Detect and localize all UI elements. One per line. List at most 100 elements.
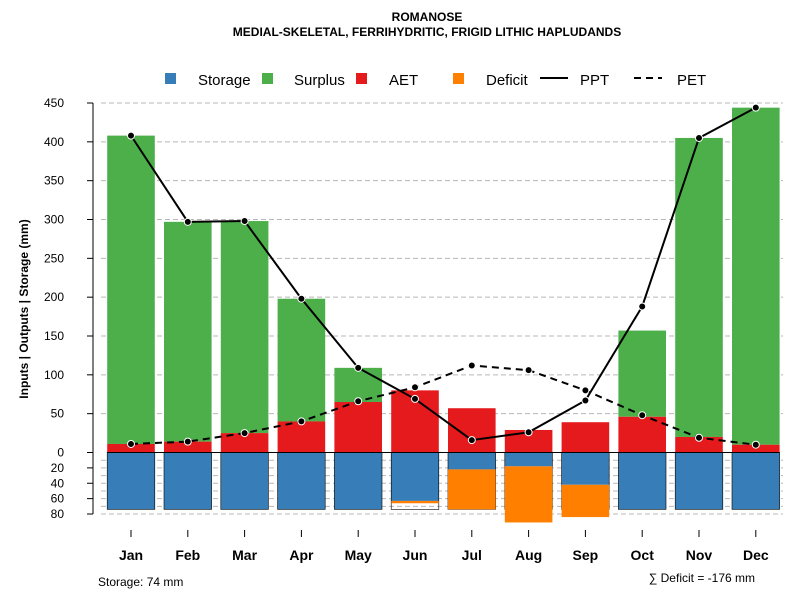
aet-bar [334, 402, 382, 453]
y-tick-label: 350 [44, 174, 64, 188]
storage-bar [334, 452, 382, 510]
legend-pet-label: PET [677, 72, 706, 89]
y-tick-label: 100 [44, 368, 64, 382]
x-tick-label: Oct [631, 547, 655, 563]
y-tick-label: 50 [51, 407, 65, 421]
pet-point [695, 433, 703, 442]
storage-footnote: Storage: 74 mm [98, 575, 183, 589]
ppt-point [638, 302, 647, 311]
ppt-point [411, 394, 419, 403]
legend-ppt-label: PPT [580, 72, 609, 89]
y-tick-label: 450 [44, 96, 64, 110]
deficit-bar [391, 500, 439, 504]
ppt-point [581, 396, 590, 405]
aet-bar [164, 441, 212, 453]
x-tick-label: Nov [686, 547, 713, 563]
surplus-bar [164, 221, 212, 442]
x-tick-label: May [345, 547, 372, 563]
aet-bar [220, 433, 269, 453]
pet-point [297, 417, 306, 426]
ppt-point [751, 103, 760, 112]
deficit-footnote: ∑ Deficit = -176 mm [649, 571, 755, 585]
y-axis-label: Inputs | Outputs | Storage (mm) [17, 219, 31, 398]
pet-point [411, 383, 419, 392]
pet-point [183, 437, 192, 446]
y-tick-label: 150 [44, 329, 64, 343]
bars [106, 107, 780, 523]
legend-aet-swatch [356, 73, 367, 84]
deficit-bar [561, 484, 610, 518]
pet-point [354, 397, 363, 406]
legend-aet-label: AET [389, 72, 418, 89]
legend-deficit-label: Deficit [486, 72, 529, 89]
deficit-bar [448, 469, 496, 510]
y-tick-label: 250 [44, 251, 64, 265]
surplus-bar [220, 221, 269, 434]
storage-bar [391, 452, 439, 501]
storage-bar [220, 452, 269, 510]
storage-tick-label: 60 [51, 492, 65, 506]
y-tick-label: 200 [44, 290, 64, 304]
storage-bar [618, 452, 666, 510]
pet-line [130, 364, 756, 446]
surplus-bar [675, 137, 723, 437]
ppt-point [524, 428, 533, 437]
aet-bar [504, 429, 553, 453]
aet-bar [561, 422, 610, 453]
ppt-point [354, 363, 363, 372]
surplus-bar [277, 298, 326, 422]
surplus-bar [334, 367, 382, 403]
storage-tick-label: 40 [51, 476, 65, 490]
ppt-point [127, 131, 135, 140]
legend-storage-swatch [165, 73, 176, 84]
legend-surplus-swatch [262, 73, 273, 84]
deficit-bar [504, 466, 553, 523]
lines [127, 103, 760, 449]
pet-point [467, 361, 476, 370]
storage-bar [277, 452, 326, 510]
storage-bar [561, 452, 610, 485]
y-tick-label: 300 [44, 213, 64, 227]
legend-surplus-label: Surplus [294, 72, 345, 89]
x-tick-label: Sep [573, 547, 599, 563]
storage-tick-label: 20 [51, 461, 65, 475]
aet-bar [277, 421, 326, 453]
pet-point [524, 366, 533, 375]
storage-bar [504, 452, 553, 467]
surplus-bar [107, 135, 155, 444]
y-tick-label: 0 [57, 446, 64, 460]
ppt-point [183, 217, 192, 226]
x-tick-label: Aug [515, 547, 542, 563]
pet-point [751, 440, 760, 449]
surplus-bar [732, 107, 780, 445]
x-tick-label: Apr [289, 547, 314, 563]
ppt-point [297, 294, 306, 303]
aet-bar [107, 443, 155, 453]
pet-point [127, 439, 135, 448]
x-tick-label: Jul [462, 547, 482, 563]
ppt-point [240, 217, 249, 226]
aet-bar [448, 408, 496, 453]
x-tick-label: Feb [175, 547, 200, 563]
x-tick-label: Mar [232, 547, 257, 563]
ppt-point [467, 436, 476, 445]
x-tick-label: Dec [743, 547, 769, 563]
aet-bar [618, 416, 666, 453]
storage-bar [448, 452, 496, 470]
storage-bar [732, 452, 780, 510]
x-tick-label: Jan [119, 547, 143, 563]
legend-deficit-swatch [453, 73, 464, 84]
chart-title: ROMANOSE [392, 10, 463, 24]
legend-storage-label: Storage [198, 72, 251, 89]
ppt-point [695, 133, 703, 142]
x-tick-label: Jun [403, 547, 428, 563]
storage-bar [107, 452, 155, 510]
storage-tick-label: 80 [51, 507, 65, 521]
aet-bar [675, 436, 723, 453]
surplus-bar [618, 330, 666, 417]
legend: Storage Surplus AET Deficit PPT PET [165, 72, 706, 89]
gridlines [101, 102, 783, 515]
chart-subtitle: MEDIAL-SKELETAL, FERRIHYDRITIC, FRIGID L… [233, 25, 621, 39]
